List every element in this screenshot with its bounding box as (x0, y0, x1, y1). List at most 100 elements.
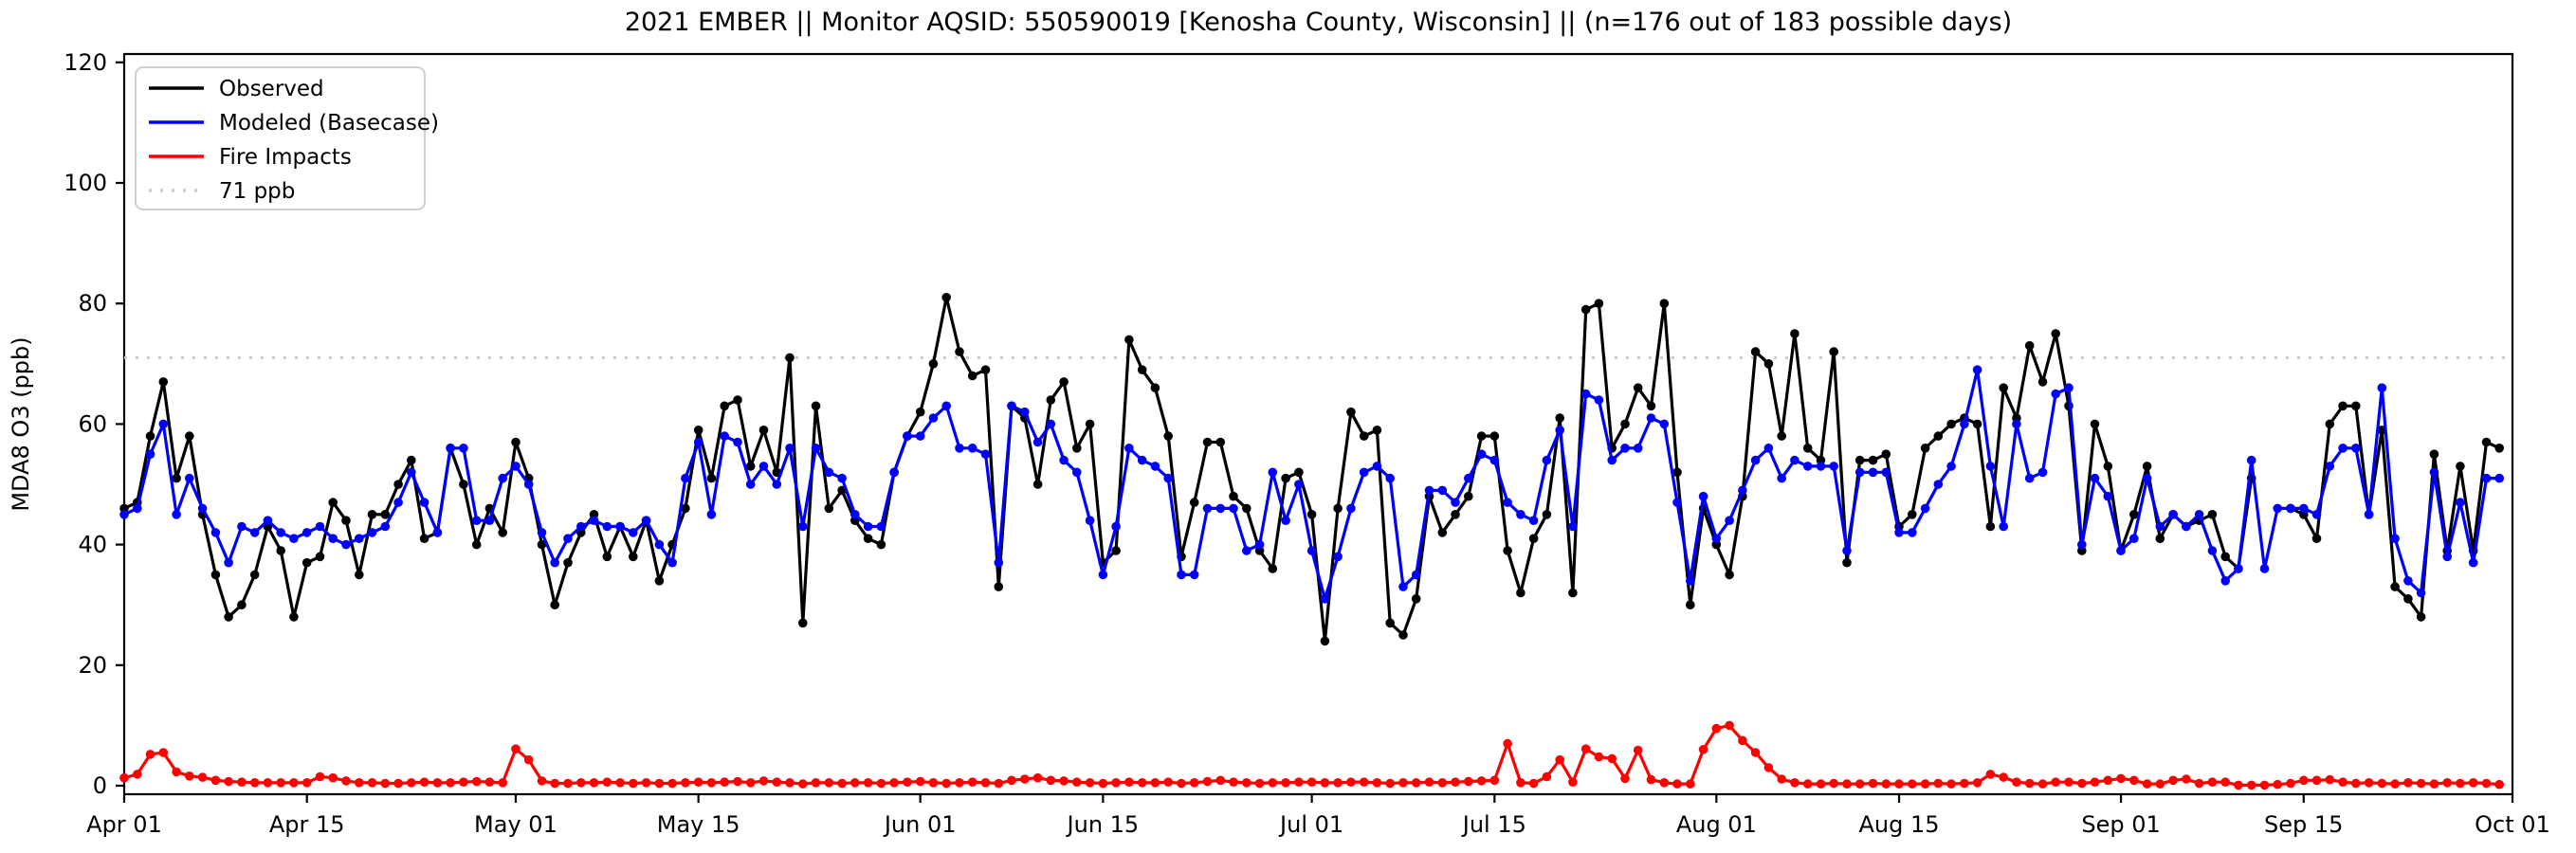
series-point (850, 778, 860, 788)
series-point (1763, 444, 1774, 453)
series-point (2338, 444, 2348, 453)
series-point (459, 444, 468, 453)
series-point (1137, 455, 1147, 465)
series-point (1528, 778, 1539, 789)
series-point (1711, 534, 1722, 543)
series-point (2273, 503, 2282, 514)
series-point (2168, 510, 2178, 519)
series-point (172, 510, 181, 519)
series-point (1580, 744, 1591, 753)
series-point (1711, 723, 1722, 734)
series-point (197, 503, 208, 514)
series-point (1489, 431, 1500, 441)
series-point (2155, 534, 2165, 543)
series-point (876, 778, 886, 789)
series-point (1528, 534, 1539, 543)
series-point (367, 778, 377, 788)
series-point (1476, 449, 1487, 460)
series-point (1085, 516, 1095, 525)
series-point (720, 777, 729, 787)
series-point (928, 413, 939, 423)
series-point (1346, 503, 1356, 514)
series-point (654, 576, 665, 586)
series-point (772, 777, 782, 787)
series-point (1359, 777, 1369, 787)
series-point (380, 510, 391, 519)
series-point (523, 754, 534, 765)
series-point (511, 462, 521, 471)
series-point (1111, 546, 1121, 555)
series-point (1333, 552, 1343, 562)
series-point (2377, 778, 2387, 789)
series-point (733, 395, 742, 405)
series-point (1254, 778, 1265, 789)
series-point (2064, 777, 2074, 787)
series-point (654, 539, 665, 550)
series-point (589, 778, 599, 788)
series-point (641, 516, 651, 525)
series-point (1868, 455, 1878, 465)
y-tick-label: 80 (78, 290, 107, 317)
series-point (2286, 778, 2295, 789)
series-point (1489, 455, 1500, 465)
series-point (1802, 462, 1813, 471)
series-point (1085, 778, 1095, 788)
series-point (1046, 419, 1056, 429)
series-point (706, 510, 717, 519)
series-point (380, 521, 391, 532)
series-point (210, 528, 221, 537)
series-point (706, 778, 717, 788)
series-point (158, 748, 169, 757)
series-point (1972, 778, 1982, 788)
series-point (889, 467, 899, 478)
series-point (459, 777, 468, 787)
series-point (1946, 779, 1956, 789)
series-point (133, 503, 142, 514)
y-tick-label: 60 (78, 410, 107, 437)
series-point (1594, 395, 1604, 405)
series-point (1294, 777, 1304, 787)
series-point (955, 778, 964, 788)
series-point (1059, 377, 1069, 387)
series-point (2390, 582, 2400, 591)
x-tick-label: Aug 01 (1676, 811, 1757, 838)
series-point (1933, 480, 1944, 489)
series-point (824, 778, 834, 788)
series-point (693, 426, 703, 435)
series-point (2012, 777, 2021, 787)
series-point (941, 293, 951, 302)
axes-spines (122, 52, 2514, 796)
series-point (1124, 777, 1134, 787)
series-point (1437, 778, 1448, 788)
series-point (629, 528, 638, 537)
series-point (393, 480, 403, 489)
series-point (629, 552, 638, 562)
series-point (1268, 778, 1278, 788)
series-point (1672, 467, 1682, 478)
series-point (2220, 576, 2230, 586)
series-point (915, 407, 925, 417)
series-point (2311, 534, 2322, 543)
series-point (1229, 491, 1238, 501)
series-point (1933, 778, 1944, 789)
series-point (224, 776, 233, 787)
y-tick-label: 100 (64, 170, 107, 196)
series-point (119, 510, 129, 519)
series-point (1059, 776, 1069, 786)
series-point (980, 365, 991, 375)
series-point (758, 426, 769, 435)
series-point (2442, 778, 2452, 788)
series-point (2403, 594, 2413, 604)
series-point (2311, 510, 2322, 519)
x-tick-label: Aug 15 (1859, 811, 1940, 838)
series-point (2116, 546, 2126, 555)
series-point (550, 557, 559, 568)
series-point (1451, 510, 1460, 519)
series-point (1999, 521, 2008, 532)
series-point (550, 600, 559, 609)
series-point (1268, 564, 1278, 573)
series-point (2442, 552, 2452, 562)
series-point (1659, 778, 1670, 788)
series-point (1489, 775, 1500, 786)
series-point (2090, 473, 2100, 483)
